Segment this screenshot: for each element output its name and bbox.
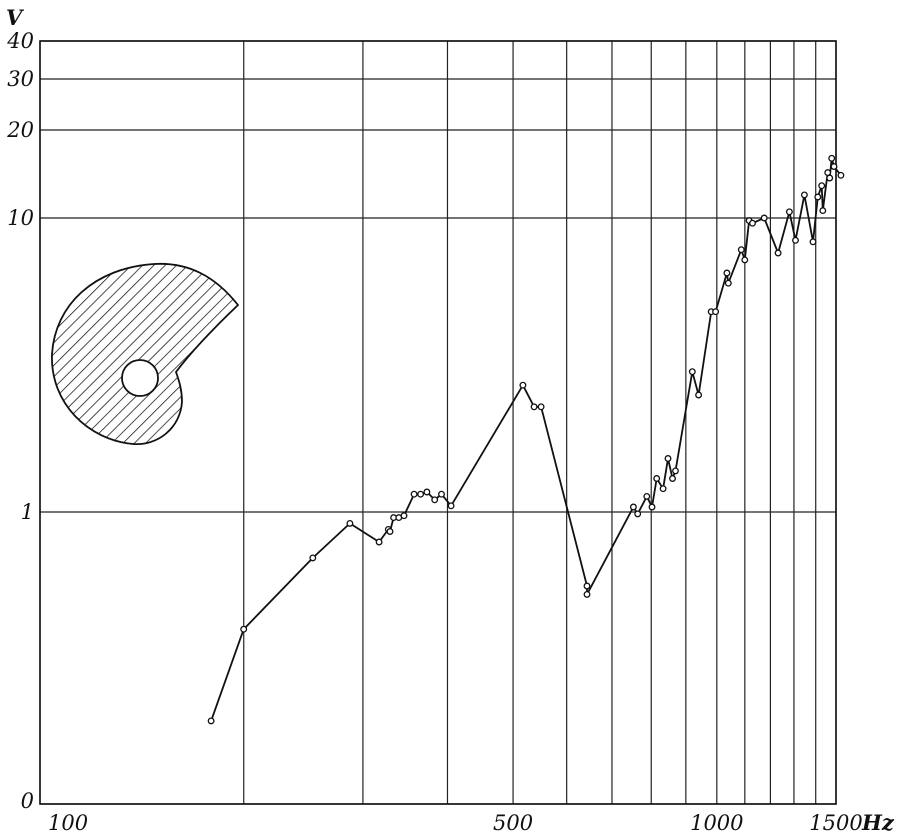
- y-tick-label: 30: [7, 67, 34, 91]
- data-point: [828, 154, 836, 162]
- data-point: [410, 490, 418, 498]
- data-point: [792, 236, 799, 244]
- y-tick-labels: 0 1 10 20 30 40: [6, 29, 34, 813]
- hatched-spiral-shape: [51, 262, 240, 445]
- data-point: [346, 519, 354, 527]
- data-point: [423, 488, 431, 496]
- inset-hole: [121, 359, 159, 397]
- data-point: [659, 485, 667, 493]
- y-tick-label: 40: [6, 29, 34, 53]
- data-point: [643, 492, 651, 500]
- data-point: [819, 207, 827, 215]
- data-point: [386, 528, 394, 535]
- y-tick-label: 1: [21, 500, 34, 524]
- data-point: [826, 174, 834, 182]
- data-point: [760, 214, 768, 222]
- inset-shape: [51, 262, 240, 445]
- data-point: [400, 512, 408, 520]
- data-point: [431, 496, 439, 504]
- data-point: [664, 455, 672, 462]
- x-tick-label: 100: [48, 811, 88, 835]
- data-point: [695, 391, 703, 399]
- data-point: [724, 279, 732, 287]
- data-point: [741, 256, 749, 264]
- data-point: [240, 625, 248, 633]
- x-tick-label: 1500: [809, 811, 862, 835]
- data-point: [653, 475, 661, 482]
- data-point: [583, 590, 591, 598]
- data-point: [629, 503, 637, 511]
- x-tick-label: 1000: [690, 811, 743, 835]
- data-point: [669, 475, 676, 482]
- data-point: [814, 193, 822, 201]
- data-point: [648, 503, 656, 511]
- data-point: [737, 246, 745, 254]
- plot-border: [39, 40, 837, 805]
- data-point: [537, 403, 545, 411]
- data-point: [809, 238, 817, 246]
- data-point: [438, 490, 445, 498]
- data-point: [634, 510, 642, 518]
- y-tick-label: 10: [7, 206, 34, 230]
- x-tick-label: 500: [493, 811, 533, 835]
- data-point: [774, 249, 782, 257]
- data-point: [723, 269, 731, 277]
- data-point: [309, 554, 317, 562]
- data-point: [417, 490, 425, 498]
- y-axis-label: V: [6, 5, 25, 30]
- y-tick-label: 20: [6, 118, 34, 142]
- data-point: [375, 538, 383, 546]
- data-point: [688, 368, 696, 376]
- data-point: [830, 163, 838, 170]
- data-point: [519, 381, 527, 389]
- data-point: [672, 467, 679, 475]
- data-point: [712, 308, 720, 316]
- x-tick-labels: 100 500 1000 1500: [48, 811, 863, 835]
- data-point: [207, 717, 215, 725]
- y-tick-label: 0: [21, 789, 34, 813]
- data-point: [818, 182, 826, 190]
- data-point: [749, 219, 756, 227]
- data-point: [837, 171, 845, 179]
- series-group: [207, 154, 845, 725]
- plot-frame: [39, 40, 837, 805]
- data-point: [583, 582, 591, 590]
- data-point: [447, 502, 455, 510]
- data-point: [785, 208, 793, 216]
- data-point: [800, 191, 808, 199]
- x-axis-label: Hz: [861, 810, 895, 835]
- data-point: [530, 403, 538, 411]
